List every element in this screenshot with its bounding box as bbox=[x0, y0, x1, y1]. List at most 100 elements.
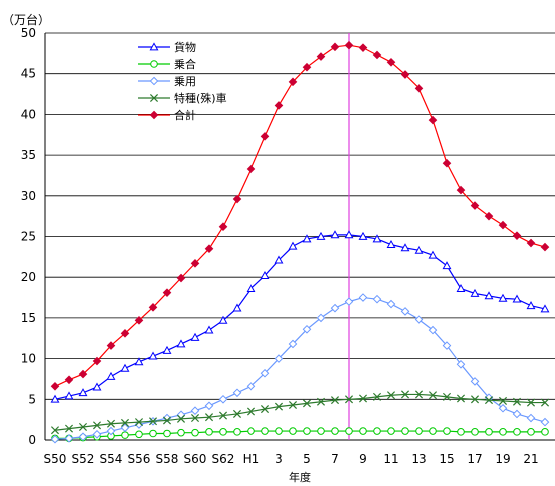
data-point bbox=[206, 429, 213, 436]
legend-marker bbox=[150, 111, 157, 118]
y-tick-label: 40 bbox=[21, 107, 36, 121]
data-point bbox=[527, 302, 534, 308]
data-point bbox=[513, 410, 520, 417]
x-tick-label: S50 bbox=[44, 452, 67, 466]
data-point bbox=[135, 358, 142, 364]
data-point bbox=[65, 376, 72, 383]
series-line bbox=[55, 298, 545, 440]
data-point bbox=[220, 429, 227, 436]
data-point bbox=[444, 428, 451, 435]
data-point bbox=[191, 334, 198, 340]
x-tick-label: 17 bbox=[467, 452, 482, 466]
data-point bbox=[416, 428, 423, 435]
x-tick-label: H1 bbox=[243, 452, 260, 466]
legend-label: 特種(殊)車 bbox=[174, 91, 227, 105]
data-point bbox=[164, 430, 171, 437]
data-point bbox=[527, 239, 534, 246]
data-point bbox=[219, 223, 226, 230]
legend-item: 特種(殊)車 bbox=[138, 91, 227, 105]
y-tick-label: 35 bbox=[21, 148, 36, 162]
data-point bbox=[388, 428, 395, 435]
series-4 bbox=[51, 42, 548, 390]
y-tick-label: 45 bbox=[21, 67, 36, 81]
data-point bbox=[401, 308, 408, 315]
data-point bbox=[121, 365, 128, 371]
legend-label: 合計 bbox=[174, 108, 196, 122]
data-point bbox=[528, 429, 535, 436]
data-point bbox=[191, 407, 198, 414]
data-point bbox=[387, 241, 394, 247]
data-point bbox=[345, 298, 352, 305]
data-point bbox=[373, 51, 380, 58]
data-point bbox=[318, 428, 325, 435]
data-point bbox=[542, 429, 549, 436]
x-tick-label: 21 bbox=[523, 452, 538, 466]
data-point bbox=[275, 102, 282, 109]
data-point bbox=[359, 44, 366, 51]
gridlines bbox=[45, 33, 555, 399]
data-point bbox=[289, 243, 296, 249]
data-point bbox=[500, 429, 507, 436]
x-tick-label: 7 bbox=[331, 452, 339, 466]
data-point bbox=[149, 353, 156, 359]
data-point bbox=[51, 383, 58, 390]
legend-item: 貨物 bbox=[138, 40, 196, 54]
x-tick-label: 5 bbox=[303, 452, 311, 466]
data-point bbox=[261, 133, 268, 140]
data-point bbox=[205, 402, 212, 409]
y-tick-label: 20 bbox=[21, 270, 36, 284]
data-point bbox=[178, 429, 185, 436]
x-tick-label: S62 bbox=[212, 452, 235, 466]
y-unit-label: （万台） bbox=[2, 12, 50, 27]
data-point bbox=[304, 428, 311, 435]
data-point bbox=[234, 429, 241, 436]
x-tick-label: S56 bbox=[128, 452, 151, 466]
data-point bbox=[233, 195, 240, 202]
x-tick-label: 11 bbox=[383, 452, 398, 466]
legend-marker bbox=[150, 77, 157, 84]
x-tick-label: 9 bbox=[359, 452, 367, 466]
data-point bbox=[205, 327, 212, 333]
x-tick-label: 15 bbox=[439, 452, 454, 466]
data-point bbox=[332, 428, 339, 435]
y-tick-label: 0 bbox=[28, 433, 36, 447]
x-tick-label: 19 bbox=[495, 452, 510, 466]
data-point bbox=[360, 428, 367, 435]
legend-label: 乗合 bbox=[174, 57, 196, 71]
series-line bbox=[55, 394, 545, 430]
data-point bbox=[345, 42, 352, 49]
data-point bbox=[247, 165, 254, 172]
x-axis-title: 年度 bbox=[289, 470, 311, 484]
data-point bbox=[387, 300, 394, 307]
data-point bbox=[486, 429, 493, 436]
x-tick-label: S60 bbox=[184, 452, 207, 466]
legend-label: 貨物 bbox=[174, 40, 196, 54]
data-point bbox=[402, 428, 409, 435]
data-point bbox=[136, 431, 143, 438]
data-point bbox=[219, 396, 226, 403]
data-point bbox=[373, 296, 380, 303]
data-point bbox=[359, 294, 366, 301]
y-tick-label: 15 bbox=[21, 311, 36, 325]
data-point bbox=[429, 116, 436, 123]
data-point bbox=[290, 428, 297, 435]
data-point bbox=[177, 340, 184, 346]
data-point bbox=[233, 389, 240, 396]
y-tick-label: 10 bbox=[21, 352, 36, 366]
data-point bbox=[122, 432, 129, 439]
data-point bbox=[248, 428, 255, 435]
x-tick-label: 13 bbox=[411, 452, 426, 466]
data-point bbox=[346, 428, 353, 435]
data-point bbox=[79, 389, 86, 395]
data-point bbox=[150, 430, 157, 437]
series-line bbox=[55, 45, 545, 386]
legend-marker bbox=[151, 61, 158, 68]
series-line bbox=[55, 235, 545, 399]
data-point bbox=[262, 428, 269, 435]
legend-item: 合計 bbox=[138, 108, 196, 122]
data-point bbox=[458, 429, 465, 436]
x-tick-labels: S50 S52 S54 S56 S58 S60 S62 H1 3 5 7 9 11 13 15 17 19 21 bbox=[44, 452, 539, 466]
data-point bbox=[541, 243, 548, 250]
